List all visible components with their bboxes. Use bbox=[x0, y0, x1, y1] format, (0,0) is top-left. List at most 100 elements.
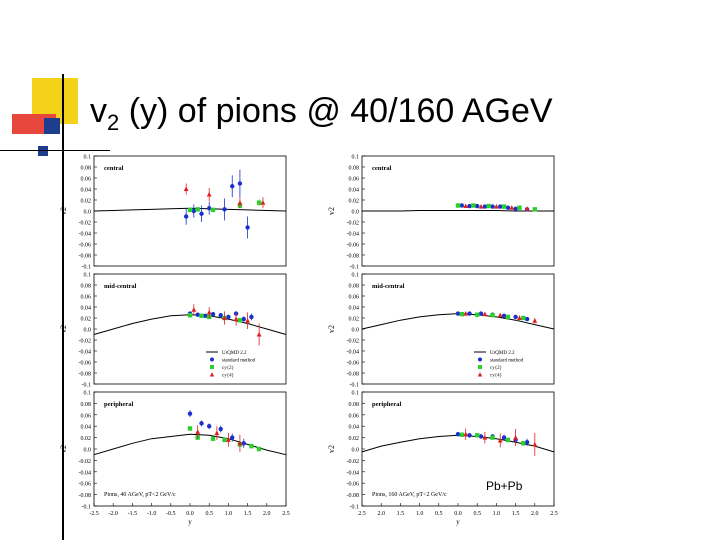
pbpb-label: Pb+Pb bbox=[486, 479, 523, 493]
y-tick-label: -0.1 bbox=[350, 505, 360, 511]
y-tick-label: 0.08 bbox=[349, 284, 360, 290]
x-tick-label: 0.0 bbox=[454, 511, 462, 517]
y-tick-label: -0.04 bbox=[79, 470, 92, 476]
data-point-triangle bbox=[463, 311, 469, 316]
data-point-triangle bbox=[532, 441, 538, 447]
data-point-circle bbox=[207, 424, 212, 429]
y-tick-label: -0.06 bbox=[347, 361, 360, 367]
data-point-triangle bbox=[494, 204, 499, 209]
data-point-circle bbox=[478, 311, 484, 316]
y-tick-label: 0.02 bbox=[349, 199, 360, 205]
y-tick-label: 0.02 bbox=[81, 436, 92, 442]
y-axis-label: v2 bbox=[59, 325, 68, 333]
legend-label: standard method bbox=[490, 359, 524, 364]
data-point-square bbox=[475, 433, 480, 438]
x-tick-label: 1.0 bbox=[416, 511, 424, 517]
data-point-circle bbox=[459, 203, 465, 208]
data-point-circle bbox=[467, 203, 472, 209]
data-point-square bbox=[486, 203, 491, 209]
data-point-square bbox=[455, 203, 461, 208]
data-point-triangle bbox=[206, 191, 212, 197]
y-tick-label: -0.1 bbox=[350, 265, 360, 271]
y-tick-label: 0.02 bbox=[349, 436, 360, 442]
y-tick-label: -0.08 bbox=[79, 493, 92, 499]
data-point-square bbox=[475, 312, 480, 317]
x-tick-label: 1.0 bbox=[493, 511, 501, 517]
data-point-triangle bbox=[482, 311, 488, 317]
slide-title: v2 (y) of pions @ 40/160 AGeV bbox=[90, 92, 553, 135]
data-point-circle bbox=[490, 204, 495, 209]
y-tick-label: 0.1 bbox=[352, 155, 360, 161]
y-axis-label: v2 bbox=[59, 445, 68, 453]
y-tick-label: -0.06 bbox=[347, 243, 360, 249]
panel-label: mid-central bbox=[104, 283, 137, 290]
y-tick-label: -0.08 bbox=[79, 254, 92, 260]
data-point-triangle bbox=[233, 316, 239, 322]
data-point-square bbox=[471, 203, 476, 208]
data-point-circle bbox=[455, 311, 461, 316]
model-curve bbox=[362, 210, 554, 212]
y-tick-label: -0.04 bbox=[347, 232, 360, 238]
y-tick-label: 0.02 bbox=[81, 199, 92, 205]
data-point-triangle bbox=[478, 204, 484, 209]
data-point-triangle bbox=[195, 429, 201, 434]
y-tick-label: -0.02 bbox=[79, 221, 92, 227]
data-point-square bbox=[501, 204, 507, 209]
data-point-circle bbox=[467, 311, 472, 316]
y-tick-label: -0.08 bbox=[347, 372, 360, 378]
data-point-circle bbox=[524, 439, 530, 445]
y-tick-label: 0.06 bbox=[349, 295, 360, 301]
panel-40-central: 0.1 0.08 0.06 0.04 0.02 0.0 -0.02 -0.04 -0.06 -0.… bbox=[59, 155, 287, 270]
x-tick-label: 2.0 bbox=[263, 511, 271, 517]
data-point-square bbox=[237, 318, 243, 323]
y-tick-label: 0.08 bbox=[349, 402, 360, 408]
data-point-circle bbox=[191, 208, 197, 214]
legend-swatch bbox=[209, 372, 215, 377]
y-axis-label: v2 bbox=[327, 207, 336, 215]
y-tick-label: -0.04 bbox=[79, 350, 92, 356]
data-point-circle bbox=[183, 214, 189, 219]
data-point-circle bbox=[226, 314, 231, 320]
data-point-square bbox=[187, 426, 193, 431]
data-point-triangle bbox=[524, 206, 530, 211]
y-tick-label: -0.06 bbox=[79, 482, 92, 488]
y-tick-label: -0.1 bbox=[82, 505, 92, 511]
y-tick-label: 0.04 bbox=[349, 188, 360, 194]
data-point-circle bbox=[524, 316, 530, 322]
panel-note: Pions, 160 AGeV, pT<2 GeV/c bbox=[372, 492, 447, 498]
data-point-circle bbox=[230, 184, 235, 189]
legend-label: UrQMD 2.2 bbox=[490, 351, 515, 356]
data-point-circle bbox=[241, 316, 246, 322]
data-point-circle bbox=[241, 441, 246, 446]
x-tick-label: -0.5 bbox=[166, 511, 176, 517]
y-tick-label: 0.08 bbox=[81, 166, 92, 172]
y-tick-label: -0.02 bbox=[79, 339, 92, 345]
data-point-square bbox=[222, 437, 227, 443]
data-point-circle bbox=[203, 313, 208, 318]
y-tick-label: 0.04 bbox=[81, 425, 92, 431]
y-tick-label: 0.08 bbox=[81, 284, 92, 290]
y-tick-label: 0.06 bbox=[81, 177, 92, 183]
data-point-triangle bbox=[245, 318, 250, 323]
data-point-square bbox=[256, 200, 262, 205]
data-point-square bbox=[521, 441, 526, 446]
data-point-circle bbox=[505, 205, 511, 210]
x-tick-label: 2.0 bbox=[531, 511, 539, 517]
panel-40-peripheral: 0.1 0.08 0.06 0.04 0.02 0.0 -0.02 -0.04 -0.06 -0.… bbox=[59, 391, 290, 527]
x-tick-label: 1.5 bbox=[244, 511, 252, 517]
x-tick-label: 0.0 bbox=[186, 511, 194, 517]
panel-label: central bbox=[104, 165, 124, 172]
y-tick-label: -0.1 bbox=[350, 383, 360, 389]
x-tick-label: 2.5 bbox=[550, 511, 558, 517]
data-point-square bbox=[517, 205, 522, 210]
data-point-triangle bbox=[532, 318, 538, 323]
y-tick-label: 0.0 bbox=[84, 328, 92, 334]
data-point-circle bbox=[482, 204, 488, 209]
deco-blue-small bbox=[38, 146, 48, 156]
legend-label: standard method bbox=[222, 359, 256, 364]
data-point-square bbox=[187, 313, 193, 318]
plot-frame bbox=[361, 391, 555, 507]
legend-swatch bbox=[478, 365, 482, 369]
data-point-square bbox=[199, 313, 204, 318]
y-tick-label: -0.02 bbox=[347, 339, 360, 345]
